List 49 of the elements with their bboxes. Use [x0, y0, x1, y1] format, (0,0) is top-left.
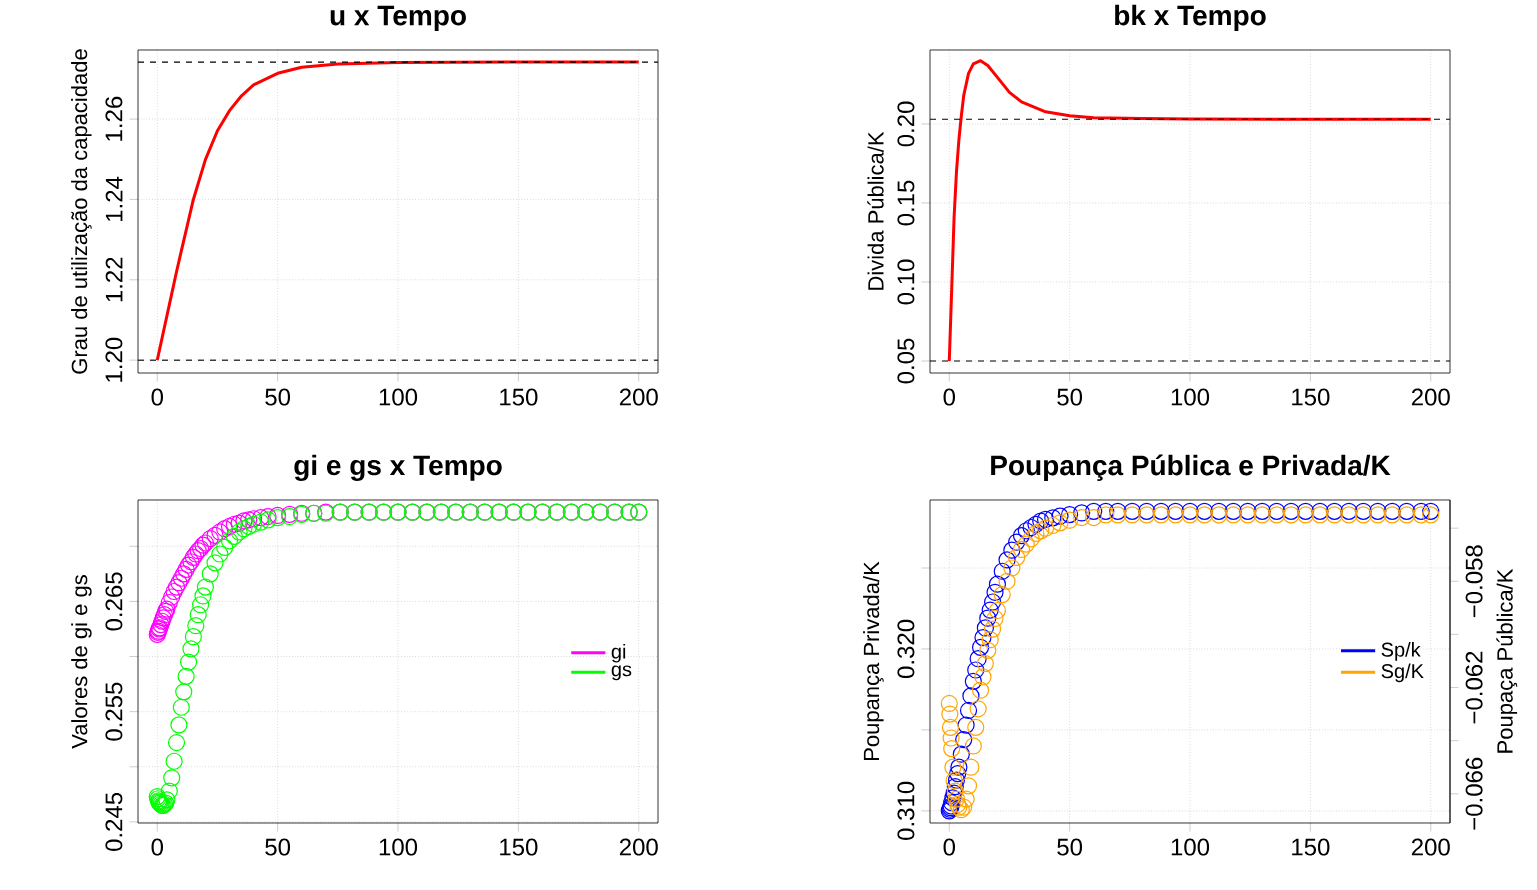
x-tick-label: 100	[1171, 388, 1210, 406]
y-tick-label: 1.20	[105, 337, 123, 382]
legend-label: Sp/k	[1381, 642, 1421, 661]
x-tick-label: 150	[1292, 388, 1330, 406]
y-tick-label: 0.15	[897, 180, 915, 226]
y2-tick-label: −0.062	[1465, 651, 1483, 724]
x-tick-label: 200	[1411, 388, 1450, 406]
x-tick-label: 150	[1292, 838, 1330, 856]
y-tick-label: 0.265	[105, 572, 123, 631]
legend-label: gs	[611, 665, 632, 681]
legend-label: Sg/K	[1381, 663, 1424, 683]
y2-axis-title: Poupaça Pública/K	[1496, 568, 1518, 753]
x-tick-label: 150	[500, 838, 538, 856]
y-tick-label: 0.20	[897, 101, 915, 147]
x-tick-label: 50	[265, 388, 291, 406]
x-tick-label: 100	[1171, 838, 1210, 856]
y-axis-title: Valores de gi e gs	[71, 575, 92, 749]
y-tick-label: 0.245	[105, 792, 123, 851]
y-tick-label: 1.26	[105, 96, 123, 141]
x-tick-label: 200	[619, 388, 658, 406]
y-tick-label: 1.22	[105, 257, 123, 302]
y2-tick-label: −0.066	[1465, 757, 1483, 830]
y-tick-label: 0.255	[105, 682, 123, 741]
x-tick-label: 200	[1411, 838, 1450, 856]
y-axis-title: Divida Pública/K	[867, 131, 884, 290]
y-tick-label: 0.320	[897, 619, 915, 679]
legend-label: gi	[611, 643, 626, 663]
y-axis-title: Grau de utilização da capacidade	[71, 49, 92, 374]
x-tick-label: 200	[619, 838, 658, 856]
x-tick-label: 0	[151, 388, 164, 406]
x-tick-label: 0	[151, 838, 164, 856]
y2-tick-label: −0.058	[1465, 545, 1483, 618]
x-tick-label: 0	[943, 388, 956, 406]
y-tick-label: 0.10	[897, 259, 915, 305]
y-tick-label: 1.24	[105, 176, 123, 221]
x-tick-label: 0	[943, 838, 956, 856]
x-tick-label: 50	[1057, 388, 1083, 406]
chart-title: gi e gs x Tempo	[294, 454, 502, 481]
chart-title: u x Tempo	[330, 5, 466, 31]
y-tick-label: 0.05	[897, 338, 915, 384]
chart-title: bk x Tempo	[1115, 4, 1266, 31]
x-tick-label: 100	[379, 388, 418, 406]
chart-title: Poupança Pública e Privada/K	[991, 454, 1391, 481]
x-tick-label: 50	[1057, 838, 1083, 856]
x-tick-label: 50	[265, 838, 291, 856]
y-axis-title: Poupança Privada/K	[863, 561, 884, 760]
x-tick-label: 150	[500, 388, 538, 406]
x-tick-label: 100	[379, 838, 418, 856]
y-tick-label: 0.310	[897, 781, 915, 840]
